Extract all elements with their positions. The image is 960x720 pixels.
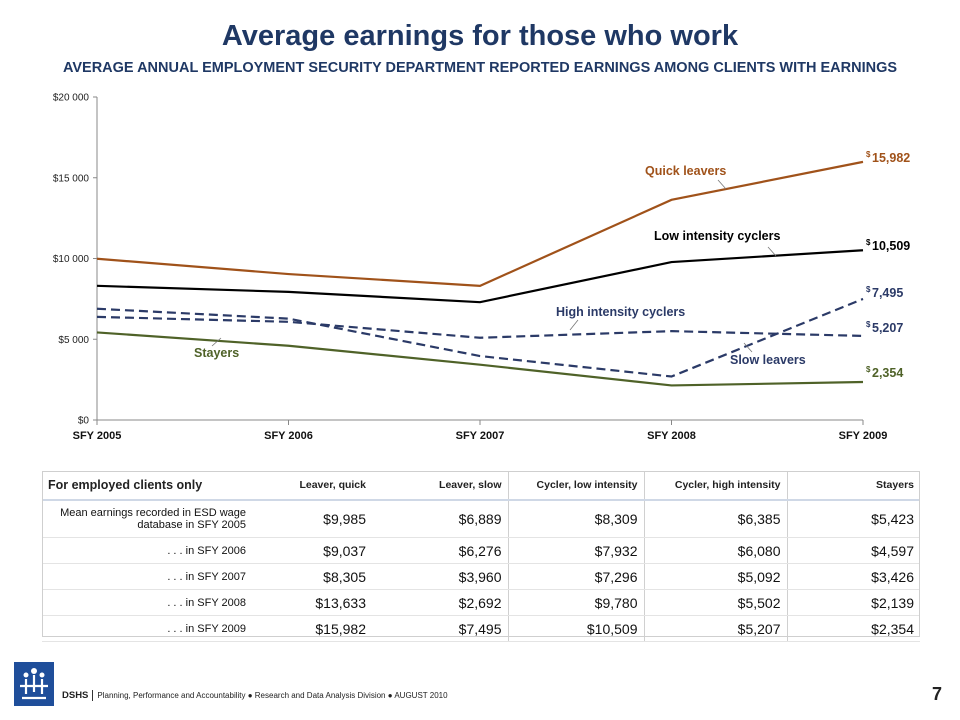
leader-line [211, 337, 222, 347]
series-label-slow: Slow leavers [730, 353, 806, 367]
column-header: Cycler, high intensity [643, 471, 787, 501]
earnings-line-chart: $0 $5 000 $10 000 $15 000 $20 000 SFY 2005 SFY… [53, 93, 910, 443]
table-cell: $5,092 [643, 563, 787, 590]
y-tick-label: $20 000 [53, 93, 90, 104]
table-row: . . . in SFY 2009 $15,982 $7,495 $10,509 $5,… [42, 615, 920, 642]
end-value-currency: $ [866, 285, 871, 294]
x-tick-label: SFY 2009 [839, 430, 888, 442]
table-cell: $2,139 [786, 589, 920, 616]
column-header: Leaver, quick [256, 471, 372, 501]
series-label-lowcyc: Low intensity cyclers [654, 229, 780, 243]
table-row: . . . in SFY 2008 $13,633 $2,692 $9,780 $5,5… [42, 589, 920, 616]
end-value-label-slow: 7,495 [872, 286, 903, 300]
table-header-row: For employed clients only Leaver, quick … [42, 471, 920, 501]
end-value-currency: $ [866, 150, 871, 159]
footer: DSHS Planning, Performance and Accountabi… [14, 662, 944, 706]
row-label: . . . in SFY 2008 [42, 589, 256, 616]
row-label: . . . in SFY 2007 [42, 563, 256, 590]
series-line-highcyc [96, 315, 864, 339]
table-cell: $8,305 [256, 563, 372, 590]
end-value-label-stayers: 2,354 [872, 366, 903, 380]
table-cell: $2,354 [786, 615, 920, 642]
y-tick-label: $0 [78, 416, 90, 427]
end-value-label-lowcyc: 10,509 [872, 239, 910, 253]
table-cell: $7,495 [372, 615, 508, 642]
x-tick-label: SFY 2006 [264, 430, 313, 442]
y-tick-label: $10 000 [53, 254, 90, 265]
footer-org: DSHS [62, 690, 89, 701]
table-cell: $9,037 [256, 537, 372, 564]
table-cell: $7,932 [507, 537, 644, 564]
table-row: . . . in SFY 2007 $8,305 $3,960 $7,296 $5,09… [42, 563, 920, 590]
leader-line [767, 246, 777, 257]
leader-line [717, 179, 727, 190]
table-cell: $2,692 [372, 589, 508, 616]
series-line-quick [96, 160, 864, 287]
table-corner-label: For employed clients only [42, 471, 256, 501]
y-tick-label: $5 000 [58, 335, 89, 346]
table-cell: $6,276 [372, 537, 508, 564]
column-header: Leaver, slow [372, 471, 508, 501]
table-cell: $3,960 [372, 563, 508, 590]
table-cell: $6,385 [643, 500, 787, 538]
series-label-stayers: Stayers [194, 346, 239, 360]
table-cell: $3,426 [786, 563, 920, 590]
table-row: Mean earnings recorded in ESD wage datab… [42, 500, 920, 538]
leader-line [569, 319, 579, 331]
y-tick-label: $15 000 [53, 173, 90, 184]
page-title: Average earnings for those who work [221, 20, 739, 52]
footer-caption: Planning, Performance and Accountability… [97, 691, 448, 700]
x-tick-label: SFY 2008 [647, 430, 696, 442]
page-number: 7 [931, 684, 942, 704]
page-subtitle: AVERAGE ANNUAL EMPLOYMENT SECURITY DEPAR… [62, 60, 898, 76]
x-tick-label: SFY 2005 [73, 430, 122, 442]
end-value-currency: $ [866, 365, 871, 374]
footer-text: DSHS Planning, Performance and Accountabi… [62, 690, 448, 702]
series-label-quick: Quick leavers [645, 164, 726, 178]
table-cell: $9,780 [507, 589, 644, 616]
table-row: . . . in SFY 2006 $9,037 $6,276 $7,932 $6,08… [42, 537, 920, 564]
row-label: . . . in SFY 2009 [42, 615, 256, 642]
table-cell: $5,502 [643, 589, 787, 616]
column-header: Stayers [786, 471, 920, 501]
table-cell: $15,982 [256, 615, 372, 642]
earnings-table: For employed clients only Leaver, quick … [42, 471, 920, 642]
table-cell: $10,509 [507, 615, 644, 642]
row-label: . . . in SFY 2006 [42, 537, 256, 564]
table-cell: $13,633 [256, 589, 372, 616]
x-tick-label: SFY 2007 [456, 430, 505, 442]
leader-line [743, 342, 753, 353]
column-header: Cycler, low intensity [507, 471, 644, 501]
end-value-label-quick: 15,982 [872, 151, 910, 165]
end-value-label-highcyc: 5,207 [872, 321, 903, 335]
end-value-currency: $ [866, 320, 871, 329]
table-cell: $9,985 [256, 500, 372, 538]
table-cell: $5,207 [643, 615, 787, 642]
dshs-logo-icon [14, 662, 54, 706]
table-cell: $6,889 [372, 500, 508, 538]
end-value-currency: $ [866, 238, 871, 247]
series-label-highcyc: High intensity cyclers [556, 305, 685, 319]
row-label: Mean earnings recorded in ESD wage datab… [42, 500, 256, 538]
table-cell: $8,309 [507, 500, 644, 538]
series-line-lowcyc [96, 249, 864, 304]
table-cell: $6,080 [643, 537, 787, 564]
table-cell: $7,296 [507, 563, 644, 590]
table-cell: $4,597 [786, 537, 920, 564]
table-cell: $5,423 [786, 500, 920, 538]
